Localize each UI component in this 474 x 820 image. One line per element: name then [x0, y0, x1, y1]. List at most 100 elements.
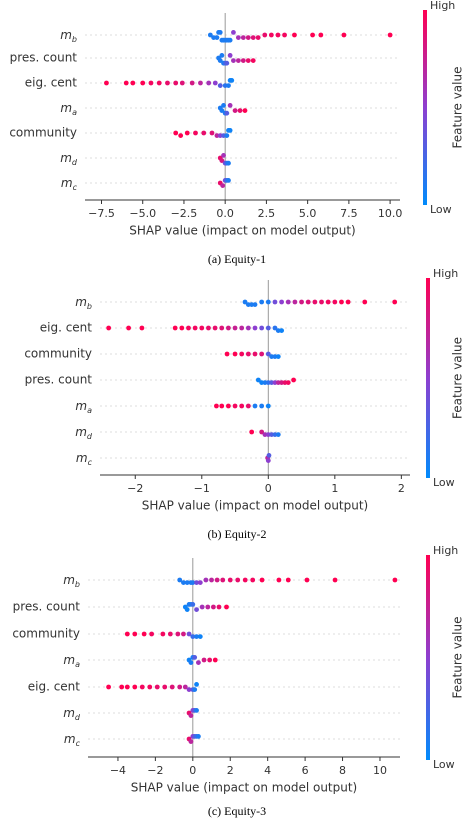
shap-point: [217, 83, 223, 88]
feature-label: md: [60, 151, 78, 168]
feature-label-sub: b: [75, 580, 80, 589]
x-tick-label: −2: [147, 764, 163, 777]
shap-point: [194, 634, 199, 639]
shap-point: [279, 328, 285, 333]
feature-label-sub: d: [75, 713, 81, 722]
colorbar: [426, 555, 430, 760]
shap-point: [214, 35, 220, 40]
feature-label: mc: [64, 732, 81, 749]
colorbar: [426, 278, 430, 478]
x-tick-label: 8: [339, 764, 346, 777]
shap-point: [227, 577, 233, 583]
shap-point: [231, 58, 236, 63]
shap-point: [272, 432, 278, 437]
colorbar-low: Low: [430, 203, 452, 216]
shap-point: [232, 351, 238, 357]
shap-point: [292, 32, 297, 38]
shap-point: [239, 325, 245, 331]
shap-point: [272, 354, 278, 359]
shap-point: [240, 35, 246, 40]
shap-point: [242, 299, 248, 305]
shap-point: [279, 299, 285, 305]
shap-point: [188, 739, 194, 744]
shap-point: [272, 380, 278, 385]
shap-point: [220, 183, 226, 189]
shap-point: [156, 80, 162, 86]
feature-label-main: m: [63, 653, 75, 667]
colorbar-label: Feature value: [451, 617, 465, 699]
shap-point: [299, 299, 304, 305]
shap-point: [245, 403, 251, 409]
shap-point: [188, 660, 194, 665]
feature-label: pres. count: [10, 51, 78, 65]
shap-point: [221, 103, 226, 108]
feature-label: md: [75, 425, 93, 442]
shap-point: [332, 577, 338, 583]
shap-point: [190, 634, 196, 639]
shap-point: [242, 108, 248, 113]
shap-point: [265, 380, 271, 385]
shap-point: [275, 432, 281, 437]
shap-point: [203, 577, 209, 583]
feature-label-main: m: [76, 451, 88, 465]
shap-point: [219, 158, 225, 164]
shap-point: [194, 682, 199, 687]
shap-point: [186, 325, 191, 331]
shap-point: [229, 78, 235, 83]
colorbar-label: Feature value: [451, 337, 465, 419]
shap-point: [235, 35, 241, 40]
shap-point: [222, 83, 228, 88]
shap-point: [266, 453, 272, 458]
feature-label-main: m: [63, 706, 75, 720]
shap-point: [275, 328, 281, 333]
shap-point: [221, 153, 226, 158]
colorbar-low: Low: [433, 758, 455, 771]
shap-point: [224, 60, 230, 66]
shap-point: [245, 351, 251, 357]
shap-point: [268, 32, 274, 38]
shap-point: [255, 377, 261, 383]
shap-point: [221, 133, 226, 139]
shap-point: [126, 325, 132, 331]
shap-point: [245, 35, 251, 40]
feature-label-main: m: [60, 28, 72, 42]
shap-point: [232, 325, 238, 331]
x-tick-label: 0: [265, 482, 272, 495]
feature-label: community: [12, 627, 80, 641]
shap-point: [252, 351, 258, 357]
shap-point: [235, 58, 241, 63]
shap-point: [285, 577, 291, 583]
shap-point: [249, 429, 255, 435]
shap-point: [345, 299, 351, 305]
shap-point: [224, 604, 229, 610]
shap-point: [194, 580, 199, 585]
shap-point: [154, 684, 160, 690]
feature-label-sub: c: [76, 739, 81, 748]
shap-point: [262, 380, 268, 385]
feature-label: ma: [60, 101, 77, 118]
caption: (a) Equity-1: [208, 252, 266, 266]
shap-point: [265, 351, 271, 357]
shap-point: [312, 299, 318, 305]
x-tick-label: −2: [127, 482, 143, 495]
shap-point: [190, 580, 196, 585]
shap-point: [219, 403, 225, 409]
shap-point: [305, 299, 311, 305]
shap-point: [139, 684, 145, 690]
shap-point: [272, 325, 278, 331]
shap-point: [219, 325, 225, 331]
feature-label-main: m: [63, 573, 75, 587]
feature-label-main: m: [64, 732, 76, 746]
x-tick-label: −1: [194, 482, 210, 495]
shap-point: [275, 354, 281, 359]
shap-point: [226, 83, 231, 88]
feature-label-main: m: [75, 399, 87, 413]
shap-point: [318, 32, 324, 38]
shap-point: [239, 403, 245, 409]
shap-point: [197, 580, 203, 585]
shap-point: [188, 713, 194, 718]
shap-point: [196, 734, 201, 739]
shap-point: [173, 80, 179, 86]
shap-point: [291, 377, 296, 383]
